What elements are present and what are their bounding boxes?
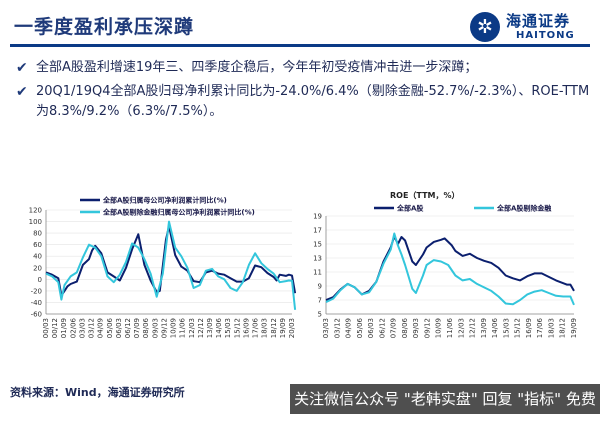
x-tick-label: 17/06 [536, 317, 544, 338]
logo-text-cn: 海通证券 [506, 12, 571, 30]
y-tick-label: 120 [29, 207, 42, 215]
y-tick-label: 20 [33, 264, 42, 272]
source-note: 资料来源：Wind，海通证券研究所 [10, 386, 185, 399]
x-tick-label: 16/09 [525, 318, 533, 338]
x-tick-label: 19/09 [279, 318, 287, 338]
x-tick-label: 01/09 [60, 318, 68, 338]
x-tick-label: 02/06 [69, 317, 77, 338]
legend-label: 全部A股剔除金融 [496, 204, 551, 213]
bullet-item: ✔ 20Q1/19Q4全部A股归母净利累计同比为-24.0%/6.4%（剔除金融… [14, 82, 592, 122]
x-tick-label: 12/03 [188, 318, 196, 338]
bullet-item: ✔ 全部A股盈利增速19年三、四季度企稳后，今年年初受疫情冲击进一步深蹲； [14, 58, 592, 78]
x-tick-label: 10/09 [170, 318, 178, 338]
x-tick-label: 14/06 [491, 317, 499, 338]
y-tick-label: 17 [313, 227, 322, 235]
x-tick-label: 13/09 [480, 318, 488, 338]
y-tick-label: 15 [313, 241, 322, 249]
series-line-2 [45, 220, 297, 310]
x-tick-label: 03/12 [333, 318, 341, 338]
y-tick-label: 0 [38, 276, 42, 284]
legend-label: 全部A股归属母公司净利润累计同比(%) [102, 196, 227, 205]
x-tick-label: 14/06 [215, 317, 223, 338]
x-tick-label: 08/06 [142, 317, 150, 338]
y-tick-label: 13 [313, 255, 322, 263]
x-tick-label: 11/06 [179, 317, 187, 338]
y-tick-label: 40 [33, 253, 42, 261]
x-tick-label: 13/09 [206, 318, 214, 338]
y-tick-label: -20 [31, 287, 42, 295]
y-tick-label: -60 [31, 311, 42, 319]
x-tick-label: 15/03 [224, 318, 232, 338]
x-tick-label: 04/09 [97, 318, 105, 338]
x-tick-label: 18/12 [270, 318, 278, 338]
x-tick-label: 09/03 [412, 318, 420, 338]
x-tick-label: 09/12 [423, 318, 431, 338]
series-line-2 [325, 232, 575, 306]
x-tick-label: 03/03 [322, 318, 330, 338]
profit-growth-chart: -60 -40 -20 0 20 40 60 80 100 120 00/03 00/12 01/09 0… [4, 186, 304, 366]
x-tick-label: 12/12 [197, 318, 205, 338]
checkmark-icon: ✔ [16, 60, 28, 76]
legend-label: 全部A股剔除金融归属母公司净利润累计同比(%) [102, 208, 255, 217]
x-tick-label: 19/09 [570, 318, 578, 338]
series-line-1 [45, 225, 297, 297]
roe-chart-svg: 5 7 9 11 13 15 17 19 03/03 03/12 04/09 05/06 06/03 06… [313, 190, 578, 338]
roe-chart: 5 7 9 11 13 15 17 19 03/03 03/12 04/09 05/06 06/03 06… [304, 186, 596, 366]
title-divider [10, 44, 590, 47]
x-tick-label: 07/09 [390, 318, 398, 338]
bullet-text: 全部A股盈利增速19年三、四季度企稳后，今年年初受疫情冲击进一步深蹲； [36, 60, 478, 75]
x-tick-label: 18/12 [559, 318, 567, 338]
x-tick-label: 09/12 [160, 318, 168, 338]
x-tick-label: 16/09 [242, 318, 250, 338]
x-tick-label: 04/09 [345, 318, 353, 338]
x-tick-label: 05/06 [106, 317, 114, 338]
legend-label: 全部A股 [396, 204, 424, 213]
y-tick-label: 100 [29, 218, 42, 226]
x-tick-label: 15/03 [502, 318, 510, 338]
x-tick-label: 09/03 [151, 318, 159, 338]
checkmark-icon: ✔ [16, 84, 28, 100]
x-tick-label: 11/06 [446, 317, 454, 338]
y-tick-label: 7 [318, 297, 322, 305]
y-tick-label: 9 [318, 283, 322, 291]
y-tick-label: 11 [313, 269, 322, 277]
x-tick-label: 03/12 [88, 318, 96, 338]
bullet-text: 20Q1/19Q4全部A股归母净利累计同比为-24.0%/6.4%（剔除金融-5… [36, 84, 590, 119]
x-tick-label: 15/12 [233, 318, 241, 338]
page-title: 一季度盈利承压深蹲 [14, 16, 195, 38]
y-tick-label: 60 [33, 241, 42, 249]
x-tick-label: 12/03 [457, 318, 465, 338]
x-tick-label: 06/12 [378, 318, 386, 338]
watermark-banner: 关注微信公众号 "老韩实盘" 回复 "指标" 免费领取 [290, 384, 600, 438]
logo-text-en: HAITONG [516, 30, 575, 41]
x-tick-label: 18/03 [261, 318, 269, 338]
x-tick-label: 07/09 [133, 318, 141, 338]
haitong-logo-icon: ✲ [470, 12, 500, 42]
x-tick-label: 00/12 [51, 318, 59, 338]
y-tick-label: 80 [33, 230, 42, 238]
brand-logo: ✲ 海通证券 HAITONG [470, 10, 595, 46]
x-tick-label: 06/12 [124, 318, 132, 338]
bullet-list: ✔ 全部A股盈利增速19年三、四季度企稳后，今年年初受疫情冲击进一步深蹲； ✔ … [14, 58, 592, 126]
y-tick-label: 5 [318, 311, 322, 319]
x-tick-label: 08/06 [401, 317, 409, 338]
x-tick-label: 06/03 [367, 318, 375, 338]
x-tick-label: 03/03 [78, 318, 86, 338]
x-tick-label: 17/06 [252, 317, 260, 338]
x-tick-label: 12/12 [469, 318, 477, 338]
x-tick-label: 05/06 [356, 317, 364, 338]
chart-title: ROE（TTM，%） [390, 190, 460, 200]
x-tick-label: 00/03 [42, 318, 50, 338]
x-tick-label: 15/12 [514, 318, 522, 338]
x-tick-label: 06/03 [115, 318, 123, 338]
y-tick-label: 19 [313, 213, 322, 221]
x-tick-label: 20/03 [288, 318, 296, 338]
y-tick-label: -40 [31, 299, 42, 307]
x-tick-label: 10/09 [435, 318, 443, 338]
x-tick-label: 18/03 [547, 318, 555, 338]
